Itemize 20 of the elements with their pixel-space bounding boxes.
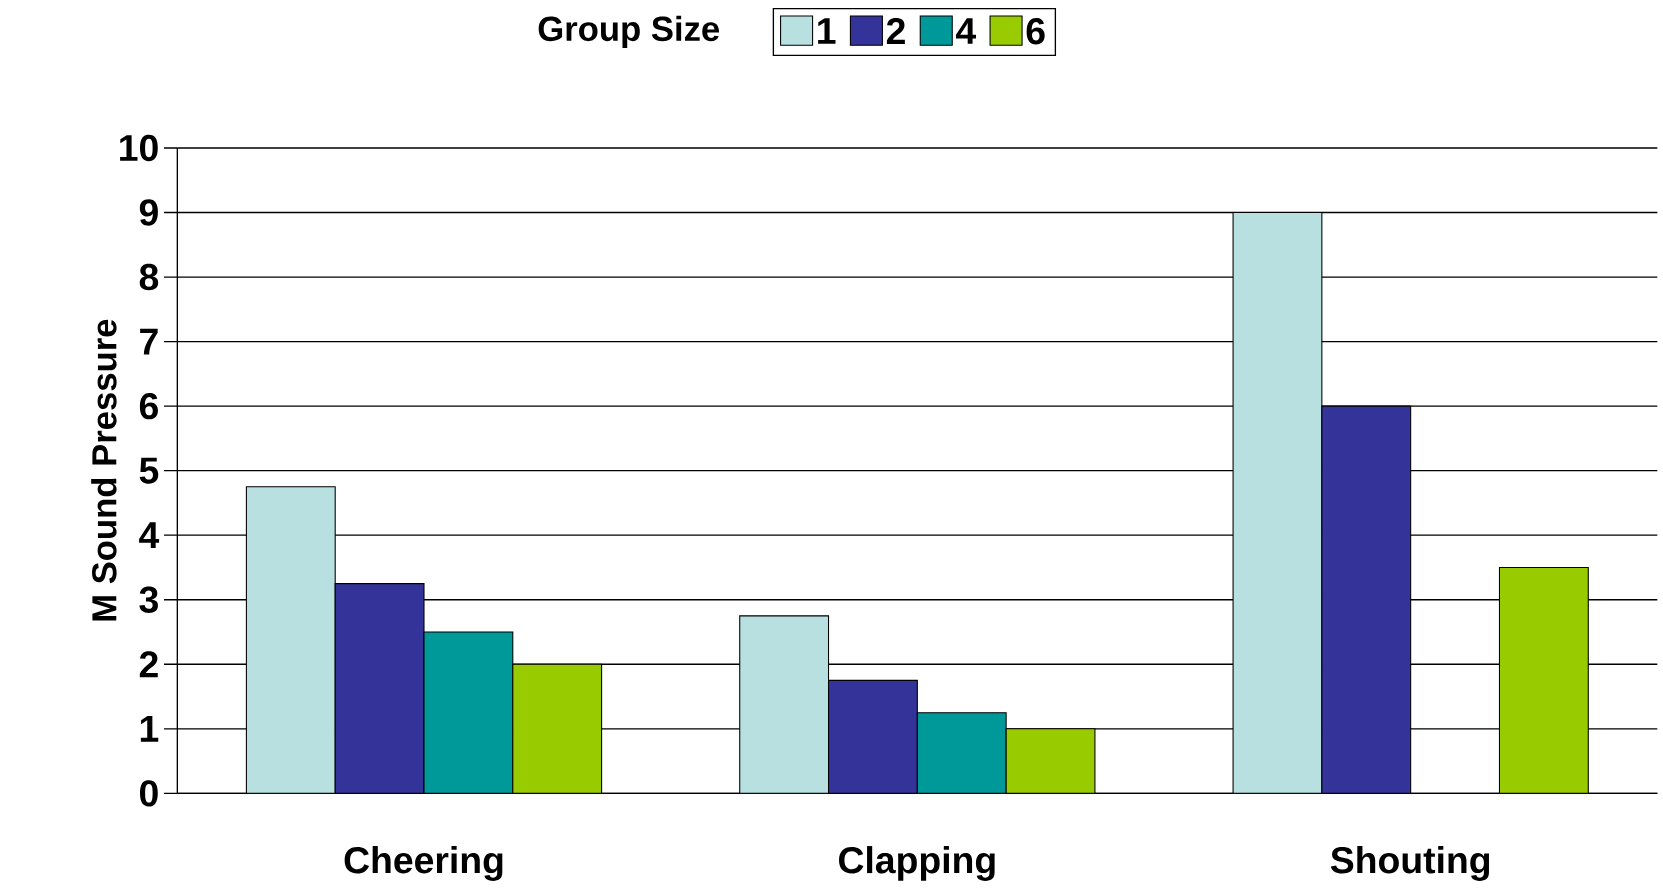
x-tick-label: Shouting <box>1330 846 1490 881</box>
legend-label: 1 <box>818 18 836 44</box>
y-tick-label: 0 <box>140 780 158 807</box>
y-axis-title: M Sound Pressure <box>91 319 117 621</box>
legend-label: 6 <box>1026 17 1045 45</box>
y-tick-label: 3 <box>139 586 158 613</box>
legend-label: 2 <box>886 17 905 45</box>
x-tick-label: Clapping <box>839 846 995 881</box>
y-tick-label: 7 <box>140 328 158 355</box>
y-tick-label: 4 <box>139 522 160 549</box>
x-tick-label: Cheering <box>344 846 503 881</box>
y-tick-label: 6 <box>139 392 158 420</box>
legend-label: 4 <box>956 18 976 44</box>
y-tick-label: 10 <box>120 134 158 162</box>
y-tick-label: 9 <box>139 199 158 226</box>
legend-title: Group Size <box>538 15 720 48</box>
y-tick-label: 1 <box>140 715 159 742</box>
y-tick-label: 2 <box>139 651 158 678</box>
y-tick-label: 5 <box>139 457 159 484</box>
y-tick-label: 8 <box>139 263 159 291</box>
